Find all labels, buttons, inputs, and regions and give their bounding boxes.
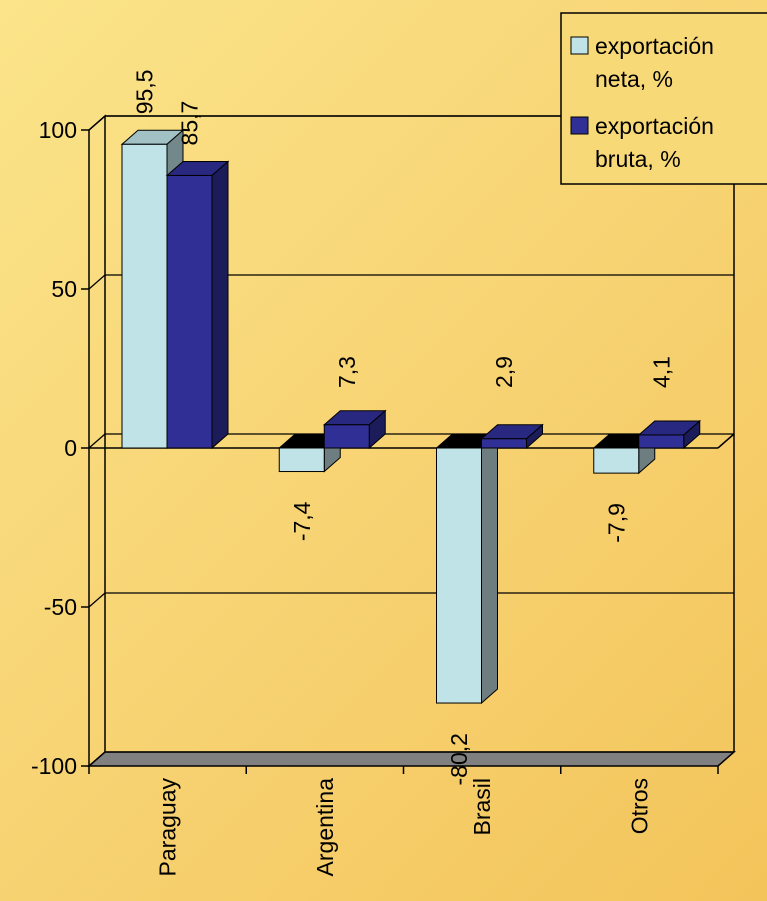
- gridline: [88, 592, 734, 608]
- bar-front-face: [121, 143, 168, 449]
- data-label: 85,7: [177, 101, 203, 146]
- bar: [322, 409, 387, 450]
- gridline: [88, 115, 734, 131]
- bar-front-face: [593, 447, 640, 474]
- zero-line-depth: [717, 433, 735, 449]
- y-tick-label: 50: [51, 276, 77, 302]
- bar-side-face: [481, 432, 498, 705]
- bar-front-face: [481, 438, 527, 449]
- legend-label: neta, %: [595, 66, 673, 92]
- legend-swatch: [570, 36, 589, 55]
- y-tick-label: 0: [64, 435, 77, 461]
- x-tick-label: Argentina: [312, 778, 338, 877]
- legend-label: bruta, %: [595, 146, 681, 172]
- data-label: -80,2: [446, 733, 472, 785]
- data-label: 7,3: [334, 356, 360, 388]
- x-tick-label: Brasil: [469, 778, 495, 836]
- x-tick-label: Otros: [626, 778, 652, 834]
- bar: [435, 432, 499, 705]
- side-wall-edge: [88, 114, 106, 752]
- legend-label: exportación: [595, 113, 714, 139]
- bar-front-face: [638, 434, 685, 449]
- bar-front-face: [323, 424, 370, 449]
- bars: [120, 129, 702, 705]
- axes: 100 50 0 -50 -100 Paraguay Argentina Brasil Otro…: [31, 117, 735, 877]
- bar: [165, 160, 230, 450]
- gridline: [88, 751, 734, 767]
- gridline: [88, 274, 734, 290]
- y-tick-label: -50: [44, 594, 77, 620]
- data-label: -7,9: [603, 503, 629, 543]
- bar-front-face: [436, 447, 482, 704]
- bar-front-face: [278, 447, 325, 473]
- bar-front-face: [166, 174, 213, 449]
- legend-label: exportación: [595, 33, 714, 59]
- bar: [637, 419, 702, 450]
- y-tick-label: 100: [39, 117, 77, 143]
- data-label: 2,9: [491, 356, 517, 388]
- data-label: -7,4: [289, 501, 315, 541]
- legend-swatch: [570, 116, 589, 135]
- legend: exportación neta, % exportación bruta, %: [560, 12, 767, 185]
- legend-box: [560, 12, 767, 185]
- x-tick-label: Paraguay: [155, 778, 181, 877]
- data-label: 95,5: [132, 70, 158, 115]
- data-labels: 95,5 85,7 -7,4 7,3 -80,2 2,9 -7,9 4,1: [132, 70, 675, 786]
- bar-side-face: [211, 160, 229, 450]
- chart-floor: [87, 751, 736, 767]
- bar: [480, 423, 544, 450]
- gridlines: [88, 115, 734, 767]
- y-tick-label: -100: [31, 753, 77, 779]
- data-label: 4,1: [648, 356, 674, 388]
